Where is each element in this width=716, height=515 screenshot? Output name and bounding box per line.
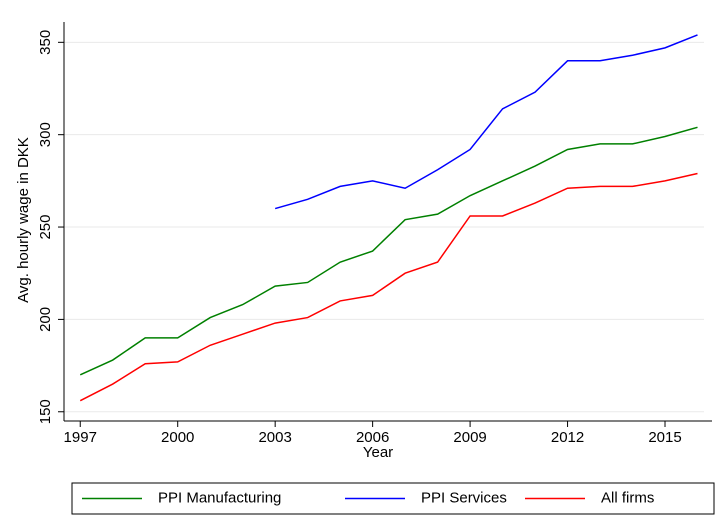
y-tick-label: 300 (37, 122, 54, 147)
legend-label: PPI Services (421, 489, 507, 506)
series-line (274, 34, 698, 210)
x-tick-label: 2000 (161, 429, 194, 446)
x-tick-label: 2006 (356, 429, 389, 446)
legend-label: All firms (601, 489, 654, 506)
y-axis-title: Avg. hourly wage in DKK (15, 137, 32, 303)
x-tick-label: 2015 (648, 429, 681, 446)
x-tick-label: 1997 (64, 429, 97, 446)
x-tick-label: 2003 (258, 429, 291, 446)
legend-label: PPI Manufacturing (158, 489, 281, 506)
y-tick-label: 200 (37, 307, 54, 332)
series-line (79, 126, 698, 376)
y-tick-label: 150 (37, 399, 54, 424)
y-tick-label: 250 (37, 215, 54, 240)
x-axis-title: Year (363, 444, 393, 461)
x-tick-label: 2009 (453, 429, 486, 446)
series-line (79, 172, 698, 402)
x-tick-label: 2012 (551, 429, 584, 446)
y-tick-label: 350 (37, 30, 54, 55)
